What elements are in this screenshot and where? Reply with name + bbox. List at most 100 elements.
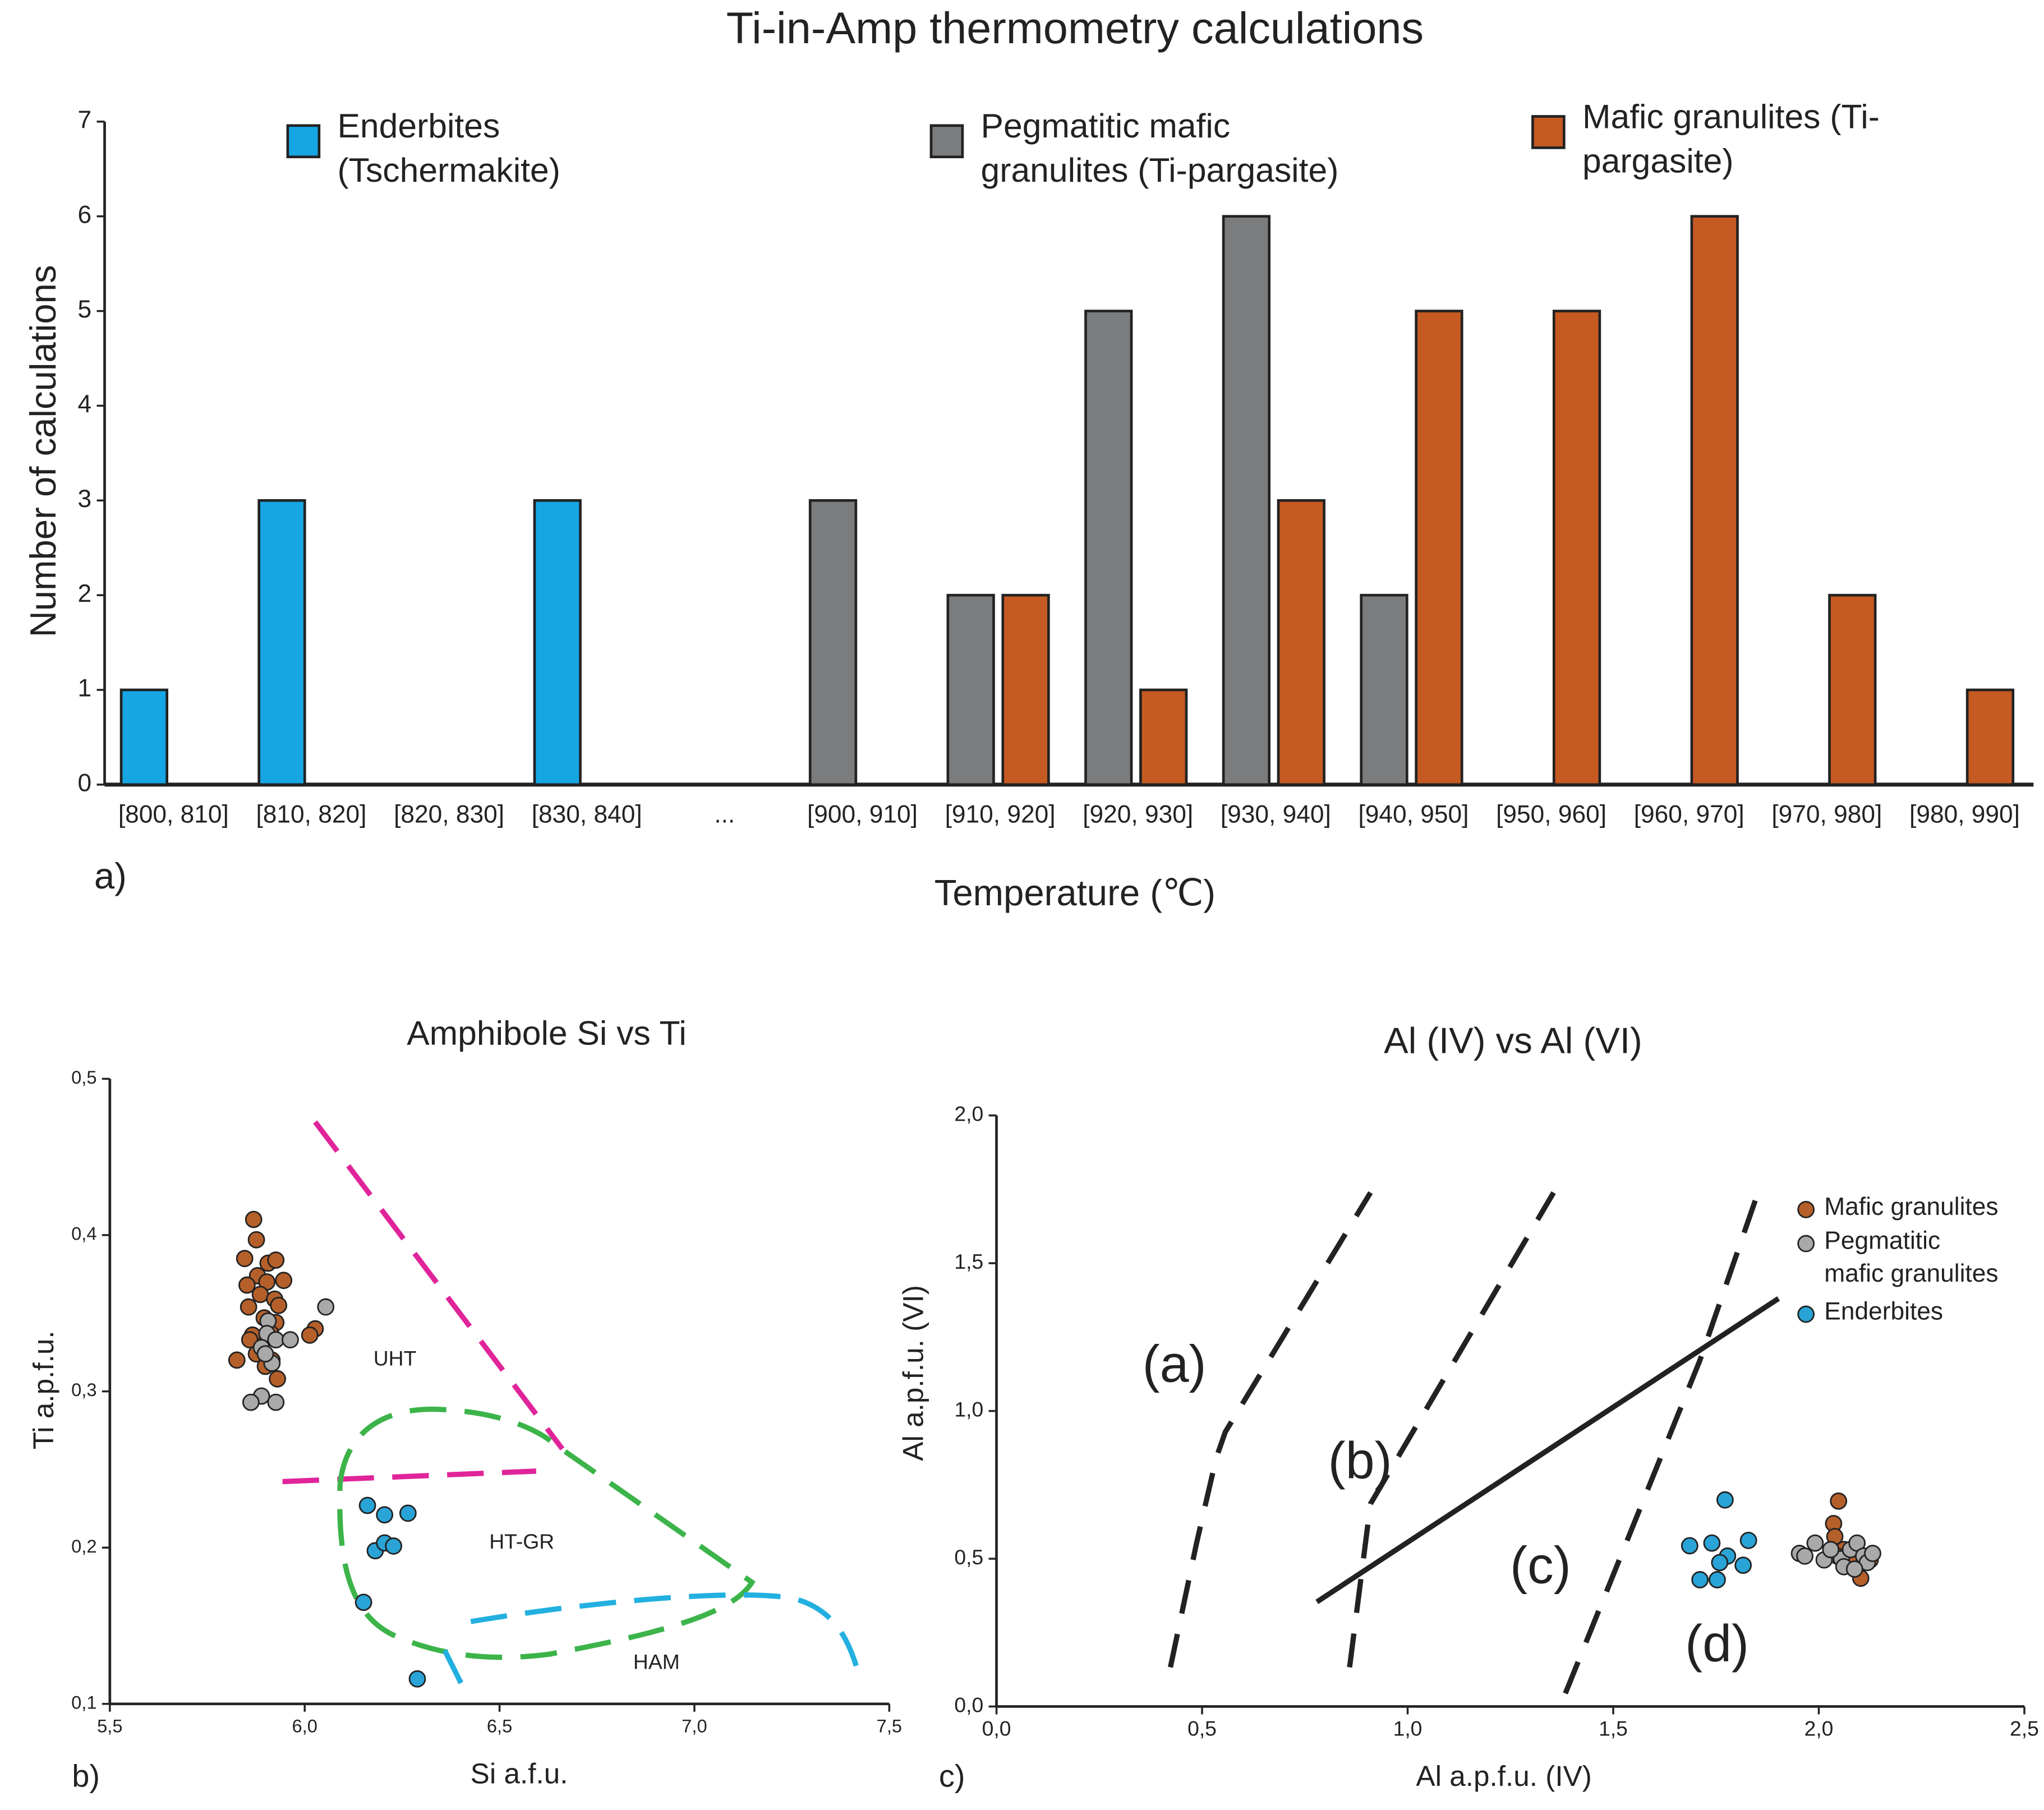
x-tick-label: 7,5 bbox=[877, 1715, 902, 1736]
bar bbox=[1001, 593, 1050, 786]
panel-label: a) bbox=[94, 855, 127, 896]
chart-title: Amphibole Si vs Ti bbox=[407, 1014, 687, 1052]
legend-label: Mafic granulites bbox=[1824, 1194, 1999, 1222]
legend-swatch bbox=[286, 124, 321, 159]
x-tick-label: [950, 960] bbox=[1496, 800, 1606, 828]
x-axis-label: Al a.p.f.u. (IV) bbox=[1416, 1760, 1592, 1792]
point bbox=[256, 1345, 274, 1363]
x-tick-label: [920, 930] bbox=[1083, 800, 1193, 828]
x-tick-label: 1,5 bbox=[1599, 1716, 1628, 1740]
annotation: HAM bbox=[633, 1650, 680, 1673]
point bbox=[270, 1296, 288, 1314]
chart-title: Al (IV) vs Al (VI) bbox=[1384, 1020, 1642, 1061]
y-tick-label: 4 bbox=[78, 390, 92, 418]
bar bbox=[1360, 593, 1408, 786]
annotation: UHT bbox=[374, 1347, 417, 1370]
y-tick-label: 1,5 bbox=[954, 1250, 983, 1273]
y-tick-label: 0 bbox=[78, 770, 92, 797]
x-tick-label: [810, 820] bbox=[256, 800, 366, 828]
bar bbox=[1552, 310, 1601, 786]
point bbox=[240, 1298, 257, 1316]
panel-label: b) bbox=[72, 1758, 100, 1793]
point bbox=[251, 1286, 269, 1304]
x-tick-label: 7,0 bbox=[682, 1715, 707, 1736]
y-tick-label: 0,5 bbox=[71, 1067, 96, 1088]
bar bbox=[946, 593, 995, 786]
x-tick-label: ... bbox=[714, 800, 735, 828]
uht-boundary bbox=[282, 1468, 537, 1485]
chart-title: Ti-in-Amp thermometry calculations bbox=[726, 3, 1424, 53]
field-boundary bbox=[1347, 1191, 1556, 1668]
field-boundary bbox=[1315, 1296, 1780, 1604]
legend-marker bbox=[1797, 1201, 1815, 1218]
x-tick-label: [820, 830] bbox=[394, 800, 504, 828]
y-tick-label: 3 bbox=[78, 485, 92, 513]
point bbox=[1739, 1531, 1757, 1549]
point bbox=[358, 1496, 376, 1514]
point bbox=[228, 1351, 246, 1369]
point bbox=[269, 1370, 286, 1388]
field-boundaries bbox=[282, 1120, 860, 1691]
y-tick-label: 0,5 bbox=[954, 1545, 983, 1569]
legend-swatch bbox=[929, 124, 964, 159]
y-axis-label: Ti a.p.f.u. bbox=[27, 1330, 59, 1449]
point bbox=[241, 1331, 259, 1349]
x-tick-label: [980, 990] bbox=[1909, 800, 2020, 828]
point bbox=[1703, 1534, 1721, 1552]
y-tick-label: 7 bbox=[78, 107, 92, 134]
point bbox=[1734, 1556, 1752, 1574]
point bbox=[1806, 1534, 1824, 1552]
point bbox=[275, 1272, 293, 1289]
x-axis-label: Si a.f.u. bbox=[471, 1758, 568, 1790]
y-tick-label: 0,4 bbox=[71, 1223, 96, 1244]
point bbox=[247, 1231, 265, 1249]
y-tick-label: 0,2 bbox=[71, 1536, 96, 1556]
legend-marker bbox=[1797, 1305, 1815, 1323]
annotation: (d) bbox=[1685, 1614, 1749, 1673]
legend-label: Enderbites (Tschermakite) bbox=[337, 105, 560, 190]
x-tick-label: [830, 840] bbox=[532, 800, 642, 828]
x-tick-label: [930, 940] bbox=[1221, 800, 1331, 828]
y-tick-label: 2 bbox=[78, 580, 92, 607]
point bbox=[355, 1593, 372, 1611]
point bbox=[408, 1670, 426, 1688]
bar bbox=[1277, 499, 1325, 786]
x-tick-label: 5,5 bbox=[97, 1715, 122, 1736]
bar bbox=[1084, 310, 1133, 786]
point bbox=[282, 1331, 299, 1349]
point bbox=[236, 1250, 254, 1268]
point bbox=[242, 1393, 260, 1411]
point bbox=[1796, 1547, 1813, 1565]
annotation: (b) bbox=[1328, 1431, 1392, 1490]
point bbox=[1709, 1571, 1726, 1588]
point bbox=[267, 1331, 285, 1349]
panel-label: c) bbox=[939, 1758, 965, 1793]
annotation: HT-GR bbox=[489, 1530, 554, 1553]
y-axis-label: Al a.p.f.u. (VI) bbox=[897, 1285, 929, 1461]
ham-boundary bbox=[442, 1649, 467, 1691]
legend-marker bbox=[1797, 1235, 1815, 1252]
y-tick-label: 2,0 bbox=[954, 1102, 983, 1126]
point bbox=[317, 1298, 335, 1316]
legend-label: Enderbites bbox=[1824, 1298, 1944, 1327]
bar bbox=[533, 499, 582, 786]
annotation: (a) bbox=[1143, 1334, 1207, 1393]
legend-label: Pegmatitic mafic granulites (Ti-pargasit… bbox=[980, 105, 1339, 190]
x-axis-label: Temperature (℃) bbox=[934, 872, 1216, 913]
x-tick-label: 1,0 bbox=[1393, 1716, 1422, 1740]
y-tick-label: 1 bbox=[78, 675, 92, 702]
x-tick-label: 6,5 bbox=[487, 1715, 512, 1736]
x-tick-label: 2,0 bbox=[1804, 1716, 1834, 1740]
bar bbox=[808, 499, 858, 786]
y-axis-label: Number of calculations bbox=[22, 265, 63, 637]
x-tick-label: 0,5 bbox=[1187, 1716, 1217, 1740]
y-tick-label: 6 bbox=[78, 201, 92, 228]
point bbox=[385, 1537, 403, 1555]
bar bbox=[1222, 215, 1271, 786]
y-tick-label: 1,0 bbox=[954, 1397, 983, 1421]
x-tick-label: [970, 980] bbox=[1771, 800, 1882, 828]
al-fields bbox=[1168, 1189, 1780, 1694]
x-tick-label: [960, 970] bbox=[1634, 800, 1744, 828]
